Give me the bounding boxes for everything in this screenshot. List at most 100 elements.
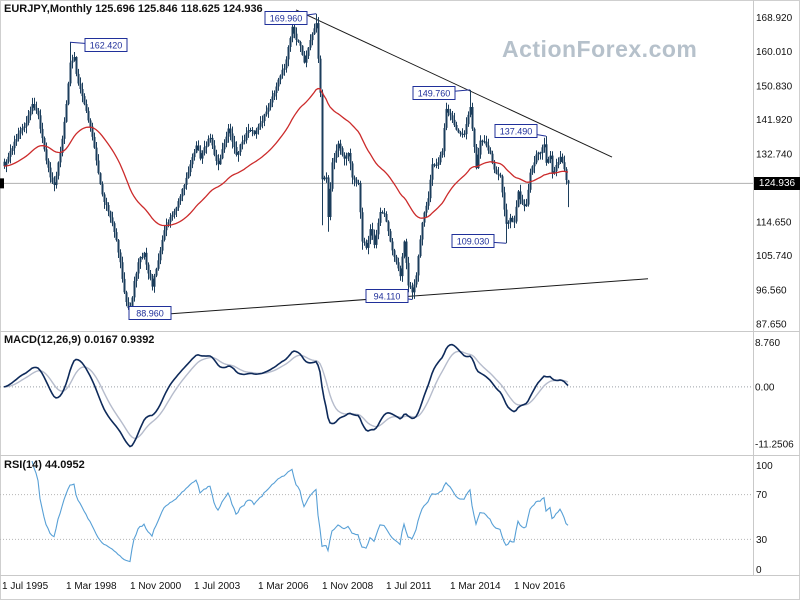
- candle-body: [475, 147, 478, 169]
- candle-body: [473, 128, 476, 147]
- candle-body: [387, 221, 390, 232]
- candle-body: [523, 203, 526, 207]
- candle-body: [483, 141, 486, 143]
- candle-body: [227, 128, 230, 137]
- candle-body: [177, 201, 180, 208]
- candle-body: [555, 165, 558, 172]
- candle-body: [119, 252, 122, 263]
- candle-body: [361, 212, 364, 242]
- candle-body: [441, 151, 444, 156]
- price-flag-label: 88.960: [136, 309, 164, 319]
- rsi-line: [31, 460, 569, 563]
- price-axis-label: 141.920: [756, 115, 793, 126]
- candle-body: [395, 256, 398, 263]
- price-flag-box: [494, 124, 538, 138]
- candle-body: [451, 115, 454, 120]
- candle-body: [69, 62, 72, 84]
- candle-body: [301, 45, 304, 55]
- macd-axis-label: 0.00: [755, 382, 775, 393]
- candle-body: [35, 107, 38, 111]
- price-axis-label: 105.740: [756, 251, 793, 262]
- candle-body: [373, 235, 376, 245]
- candle-body: [521, 199, 524, 204]
- candle-body: [285, 59, 288, 69]
- candle-body: [61, 138, 64, 153]
- candle-body: [153, 275, 156, 287]
- candle-body: [17, 133, 20, 139]
- candle-body: [333, 157, 336, 163]
- candle-body: [175, 207, 178, 211]
- candle-body: [267, 107, 270, 112]
- candle-body: [563, 162, 566, 170]
- candle-body: [481, 140, 484, 142]
- candle-body: [517, 191, 520, 207]
- candle-body: [233, 141, 236, 147]
- candle-body: [173, 211, 176, 215]
- candle-body: [217, 160, 220, 165]
- candle-body: [389, 231, 392, 242]
- candle-body: [5, 161, 8, 167]
- candle-body: [431, 164, 434, 180]
- candle-body: [51, 177, 54, 183]
- candle-body: [273, 93, 276, 97]
- candle-body: [135, 273, 138, 281]
- candle-body: [237, 152, 240, 155]
- candle-body: [469, 107, 472, 115]
- rsi-axis-label: 100: [756, 461, 773, 472]
- price-flag-label: 137.490: [500, 127, 533, 137]
- price-flag-box: [365, 289, 409, 303]
- candle-body: [425, 205, 428, 213]
- candle-body: [231, 133, 234, 142]
- candle-body: [491, 153, 494, 164]
- candle-body: [123, 278, 126, 293]
- candle-body: [467, 114, 470, 125]
- candle-body: [437, 162, 440, 166]
- candle-body: [319, 58, 322, 93]
- candle-body: [323, 177, 326, 180]
- candle-body: [315, 23, 318, 29]
- candle-body: [375, 234, 378, 245]
- candle-body: [509, 217, 512, 223]
- candle-body: [219, 158, 222, 165]
- candle-body: [557, 162, 560, 166]
- candle-body: [77, 73, 80, 84]
- candle-body: [417, 256, 420, 276]
- candle-body: [279, 75, 282, 80]
- candle-body: [457, 129, 460, 133]
- candle-body: [325, 177, 328, 179]
- candle-body: [261, 121, 264, 123]
- candle-body: [115, 232, 118, 241]
- candle-body: [415, 275, 418, 285]
- candle-body: [33, 104, 36, 108]
- candle-body: [371, 229, 374, 236]
- candle-body: [339, 143, 342, 149]
- candle-body: [203, 147, 206, 154]
- candle-body: [113, 223, 116, 232]
- candle-body: [15, 139, 18, 142]
- candle-body: [559, 156, 562, 162]
- x-axis-label: 1 Jul 2003: [194, 581, 241, 592]
- candle-body: [443, 128, 446, 152]
- candle-body: [411, 287, 414, 293]
- candle-body: [299, 42, 302, 46]
- price-axis-label: 96.560: [756, 286, 787, 297]
- candle-body: [455, 125, 458, 130]
- candle-body: [461, 133, 464, 135]
- candle-body: [561, 156, 564, 163]
- candle-body: [49, 167, 52, 178]
- rsi-axis-label: 0: [756, 565, 762, 576]
- candle-body: [171, 214, 174, 217]
- candle-body: [137, 262, 140, 274]
- candle-body: [239, 144, 242, 153]
- candle-body: [21, 128, 24, 131]
- x-axis-label: 1 Mar 2014: [450, 581, 501, 592]
- candle-body: [321, 92, 324, 180]
- candle-body: [103, 194, 106, 202]
- candle-body: [101, 184, 104, 195]
- candle-body: [533, 162, 536, 167]
- candle-body: [275, 86, 278, 93]
- candle-body: [149, 273, 152, 279]
- candle-body: [165, 225, 168, 231]
- price-flag-box: [264, 11, 308, 25]
